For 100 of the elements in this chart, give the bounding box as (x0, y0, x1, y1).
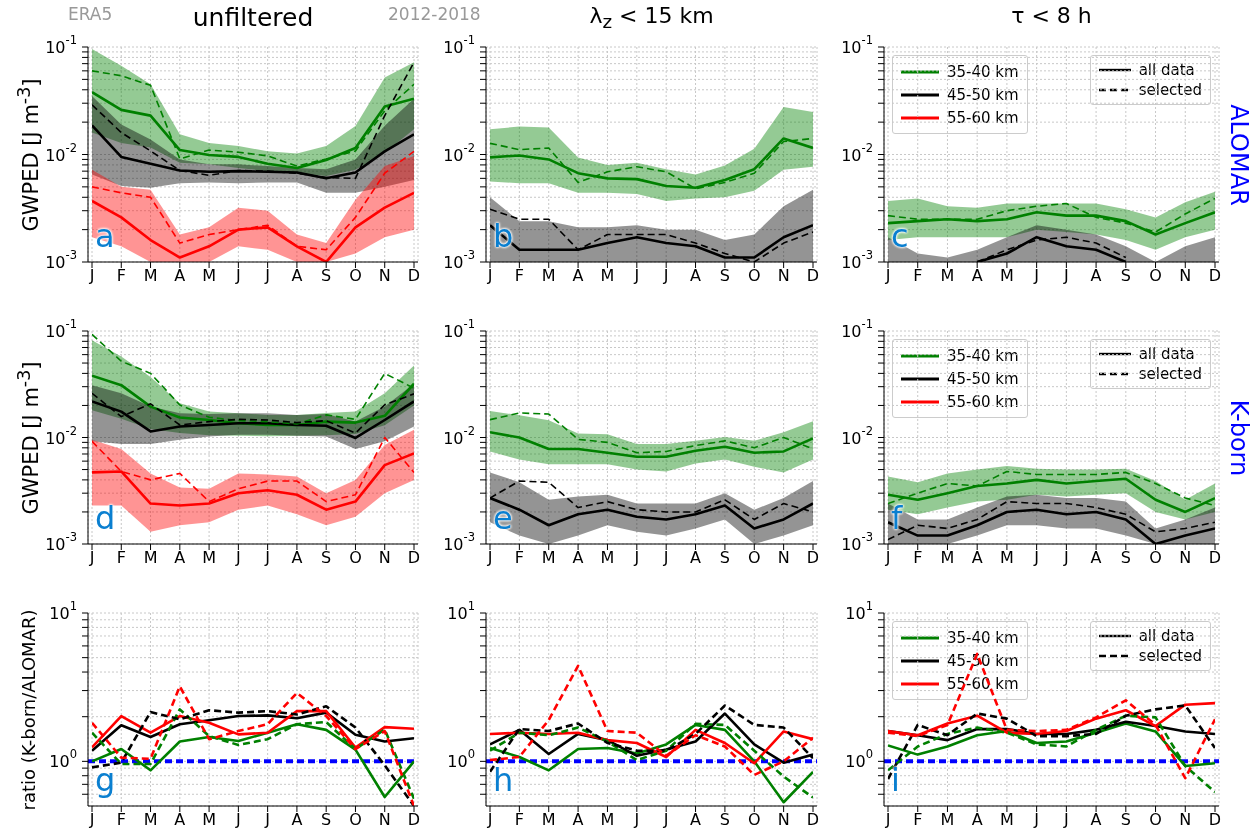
x-tick-label: J (486, 266, 493, 286)
x-tick-label: N (1179, 810, 1192, 830)
legend-label: all data (1138, 345, 1195, 363)
x-tick-label: J (235, 810, 241, 830)
x-tick-label: F (514, 810, 524, 830)
x-tick-label: D (806, 810, 820, 830)
x-tick-label: J (1033, 810, 1039, 830)
x-tick-label: M (202, 266, 216, 286)
x-tick-label: N (378, 810, 391, 830)
x-tick-label: J (633, 810, 640, 830)
x-tick-label: J (264, 548, 270, 568)
y-tick-label: 10$^{-2}$ (841, 423, 873, 447)
x-tick-label: F (116, 266, 126, 286)
legend-label: all data (1138, 627, 1195, 645)
x-tick-label: O (349, 810, 362, 830)
x-tick-label: N (777, 548, 790, 568)
x-tick-label: O (747, 810, 761, 830)
x-tick-label: J (1033, 266, 1039, 286)
y-tick-label: 10$^{-1}$ (443, 317, 475, 341)
x-tick-label: M (1000, 548, 1014, 568)
x-tick-label: N (378, 548, 391, 568)
line-series (92, 685, 414, 806)
y-tick-label: 10$^{-1}$ (443, 33, 475, 57)
line-series (92, 333, 414, 425)
y-tick-label: 10$^{-3}$ (45, 530, 77, 554)
x-tick-label: F (514, 266, 524, 286)
annotation: e (493, 499, 513, 537)
y-tick-label: 10$^{0}$ (447, 747, 475, 771)
x-tick-label: M (600, 810, 615, 830)
x-tick-label: A (291, 810, 303, 830)
x-tick-label: J (264, 266, 270, 286)
x-tick-label: A (291, 548, 303, 568)
x-tick-label: M (940, 548, 955, 568)
x-tick-label: J (88, 548, 95, 568)
legend-label: 55-60 km (947, 108, 1019, 127)
x-tick-label: O (747, 266, 761, 286)
chart-title: λ$_{z}$ < 15 km (589, 3, 714, 33)
y-tick-label: 10$^{-1}$ (45, 33, 77, 57)
legend-label: 35-40 km (947, 62, 1019, 81)
x-tick-label: M (600, 548, 615, 568)
y-tick-label: 10$^{-2}$ (45, 423, 77, 447)
x-tick-label: J (1063, 266, 1069, 286)
x-tick-label: F (913, 548, 923, 568)
x-tick-label: J (662, 548, 669, 568)
x-tick-label: J (88, 810, 95, 830)
x-tick-label: O (1149, 810, 1162, 830)
y-tick-label: 10$^{1}$ (845, 599, 873, 623)
chart-title: τ < 8 h (1011, 3, 1092, 28)
y-tick-label: 10$^{-2}$ (45, 140, 77, 164)
y-tick-label: 10$^{-3}$ (841, 530, 873, 554)
x-tick-label: S (1120, 548, 1131, 568)
x-tick-label: D (1208, 266, 1222, 286)
x-tick-label: O (349, 266, 362, 286)
x-tick-label: N (777, 810, 790, 830)
x-tick-label: A (690, 548, 702, 568)
x-tick-label: M (541, 548, 556, 568)
x-tick-label: M (143, 810, 158, 830)
chart-title: unfiltered (192, 3, 314, 32)
x-tick-label: A (291, 266, 303, 286)
x-tick-label: M (202, 548, 216, 568)
line-series (490, 208, 813, 262)
y-axis-title: ratio (K-born/ALOMAR) (17, 609, 39, 810)
x-tick-label: S (321, 548, 332, 568)
x-tick-label: S (1120, 266, 1131, 286)
x-tick-label: A (1090, 266, 1102, 286)
legend-label: 35-40 km (947, 628, 1019, 647)
x-tick-label: J (1033, 548, 1039, 568)
x-tick-label: J (1063, 810, 1069, 830)
x-tick-label: J (662, 810, 669, 830)
x-tick-label: S (719, 548, 730, 568)
x-tick-label: D (1208, 810, 1222, 830)
x-tick-label: F (913, 810, 923, 830)
x-tick-label: A (690, 810, 702, 830)
y-tick-label: 10$^{-2}$ (443, 140, 475, 164)
y-tick-label: 10$^{1}$ (49, 599, 77, 623)
x-tick-label: S (719, 266, 730, 286)
text: ALOMAR (1225, 103, 1253, 206)
annotation: h (493, 761, 514, 799)
x-tick-label: M (1000, 810, 1014, 830)
x-tick-label: D (806, 548, 820, 568)
x-tick-label: D (1208, 548, 1222, 568)
annotation: g (95, 761, 116, 799)
x-tick-label: D (407, 810, 421, 830)
x-tick-label: M (143, 266, 158, 286)
line-series (888, 714, 1215, 794)
x-tick-label: S (321, 810, 332, 830)
y-tick-label: 10$^{-1}$ (841, 317, 873, 341)
x-tick-label: J (264, 810, 270, 830)
x-tick-label: D (407, 266, 421, 286)
legend-label: selected (1138, 81, 1202, 99)
x-tick-label: J (633, 266, 640, 286)
x-tick-label: J (662, 266, 669, 286)
line-series (490, 137, 813, 190)
x-tick-label: D (407, 548, 421, 568)
x-tick-label: S (1120, 810, 1131, 830)
x-tick-label: N (378, 266, 391, 286)
x-tick-label: J (486, 548, 493, 568)
x-tick-label: D (806, 266, 820, 286)
x-tick-label: J (486, 810, 493, 830)
y-tick-label: 10$^{-2}$ (841, 140, 873, 164)
